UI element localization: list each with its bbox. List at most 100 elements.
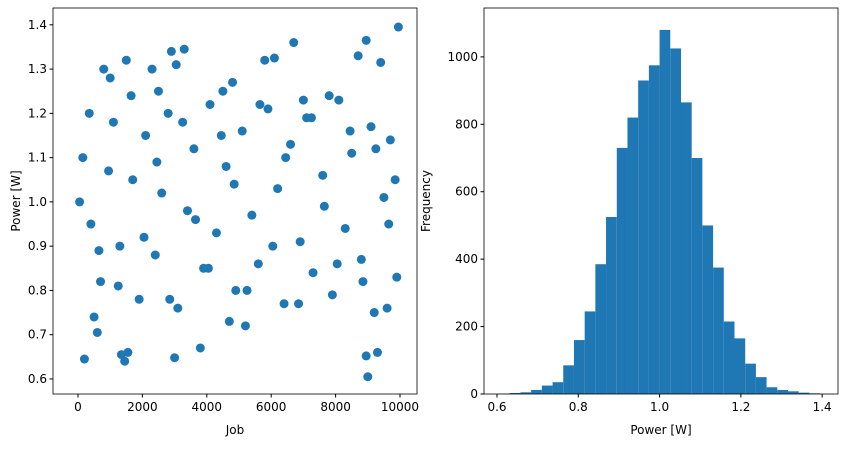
point bbox=[270, 54, 279, 63]
point bbox=[362, 351, 371, 360]
bar bbox=[638, 80, 649, 394]
point bbox=[90, 312, 99, 321]
bar bbox=[553, 382, 564, 394]
point bbox=[85, 109, 94, 118]
point bbox=[254, 259, 263, 268]
point bbox=[127, 91, 136, 100]
point bbox=[341, 224, 350, 233]
point bbox=[243, 286, 252, 295]
bar bbox=[756, 377, 767, 394]
point bbox=[114, 281, 123, 290]
x-tick-label: 1.0 bbox=[650, 400, 669, 414]
point bbox=[367, 122, 376, 131]
point bbox=[394, 23, 403, 32]
point bbox=[180, 45, 189, 54]
point bbox=[357, 255, 366, 264]
point bbox=[289, 38, 298, 47]
point bbox=[178, 118, 187, 127]
point bbox=[172, 60, 181, 69]
point bbox=[230, 180, 239, 189]
bar bbox=[617, 148, 628, 394]
axes-frame bbox=[53, 8, 417, 394]
x-axis-label: Power [W] bbox=[630, 423, 691, 437]
point bbox=[260, 56, 269, 65]
point bbox=[346, 127, 355, 136]
y-tick-label: 800 bbox=[455, 117, 478, 131]
point bbox=[93, 328, 102, 337]
point bbox=[296, 237, 305, 246]
point bbox=[167, 47, 176, 56]
point bbox=[212, 228, 221, 237]
y-axis-label: Frequency bbox=[419, 170, 433, 232]
point bbox=[320, 202, 329, 211]
bar bbox=[563, 365, 574, 394]
point bbox=[241, 321, 250, 330]
point bbox=[94, 246, 103, 255]
point bbox=[379, 193, 388, 202]
point bbox=[152, 158, 161, 167]
point bbox=[383, 304, 392, 313]
x-tick-label: 8000 bbox=[320, 400, 351, 414]
point bbox=[263, 104, 272, 113]
point bbox=[318, 171, 327, 180]
point bbox=[140, 233, 149, 242]
bar bbox=[649, 65, 660, 394]
x-tick-label: 4000 bbox=[192, 400, 223, 414]
y-tick-label: 0 bbox=[470, 387, 478, 401]
bar bbox=[692, 158, 703, 394]
point bbox=[170, 353, 179, 362]
bar bbox=[670, 48, 681, 394]
x-tick-label: 2000 bbox=[127, 400, 158, 414]
y-tick-label: 0.8 bbox=[28, 283, 47, 297]
bar bbox=[627, 118, 638, 394]
bar bbox=[713, 268, 724, 394]
point bbox=[299, 96, 308, 105]
bar bbox=[788, 391, 799, 394]
y-axis-label: Power [W] bbox=[9, 170, 23, 231]
point bbox=[191, 215, 200, 224]
point bbox=[109, 118, 118, 127]
y-tick-label: 1.2 bbox=[28, 106, 47, 120]
point bbox=[391, 175, 400, 184]
point bbox=[363, 372, 372, 381]
bar bbox=[681, 102, 692, 394]
point bbox=[86, 220, 95, 229]
y-tick-label: 1.0 bbox=[28, 195, 47, 209]
x-tick-label: 10000 bbox=[381, 400, 419, 414]
point bbox=[196, 343, 205, 352]
point bbox=[78, 153, 87, 162]
point bbox=[370, 308, 379, 317]
bar bbox=[724, 322, 735, 394]
point bbox=[371, 144, 380, 153]
y-tick-label: 0.9 bbox=[28, 239, 47, 253]
x-tick-label: 1.4 bbox=[813, 400, 832, 414]
point bbox=[354, 51, 363, 60]
point bbox=[120, 357, 129, 366]
point bbox=[307, 113, 316, 122]
bar bbox=[745, 364, 756, 394]
x-tick-label: 6000 bbox=[256, 400, 287, 414]
point bbox=[128, 175, 137, 184]
point bbox=[225, 317, 234, 326]
point bbox=[189, 144, 198, 153]
point bbox=[115, 242, 124, 251]
point bbox=[347, 149, 356, 158]
x-tick-label: 0 bbox=[74, 400, 82, 414]
point bbox=[362, 36, 371, 45]
y-tick-label: 400 bbox=[455, 252, 478, 266]
point bbox=[141, 131, 150, 140]
x-axis-label: Job bbox=[225, 423, 245, 437]
point bbox=[386, 135, 395, 144]
point bbox=[173, 304, 182, 313]
point bbox=[392, 273, 401, 282]
point bbox=[373, 348, 382, 357]
point bbox=[273, 184, 282, 193]
point bbox=[165, 295, 174, 304]
point bbox=[204, 264, 213, 273]
point bbox=[135, 295, 144, 304]
point bbox=[218, 87, 227, 96]
point bbox=[333, 259, 342, 268]
point bbox=[268, 242, 277, 251]
point bbox=[294, 299, 303, 308]
